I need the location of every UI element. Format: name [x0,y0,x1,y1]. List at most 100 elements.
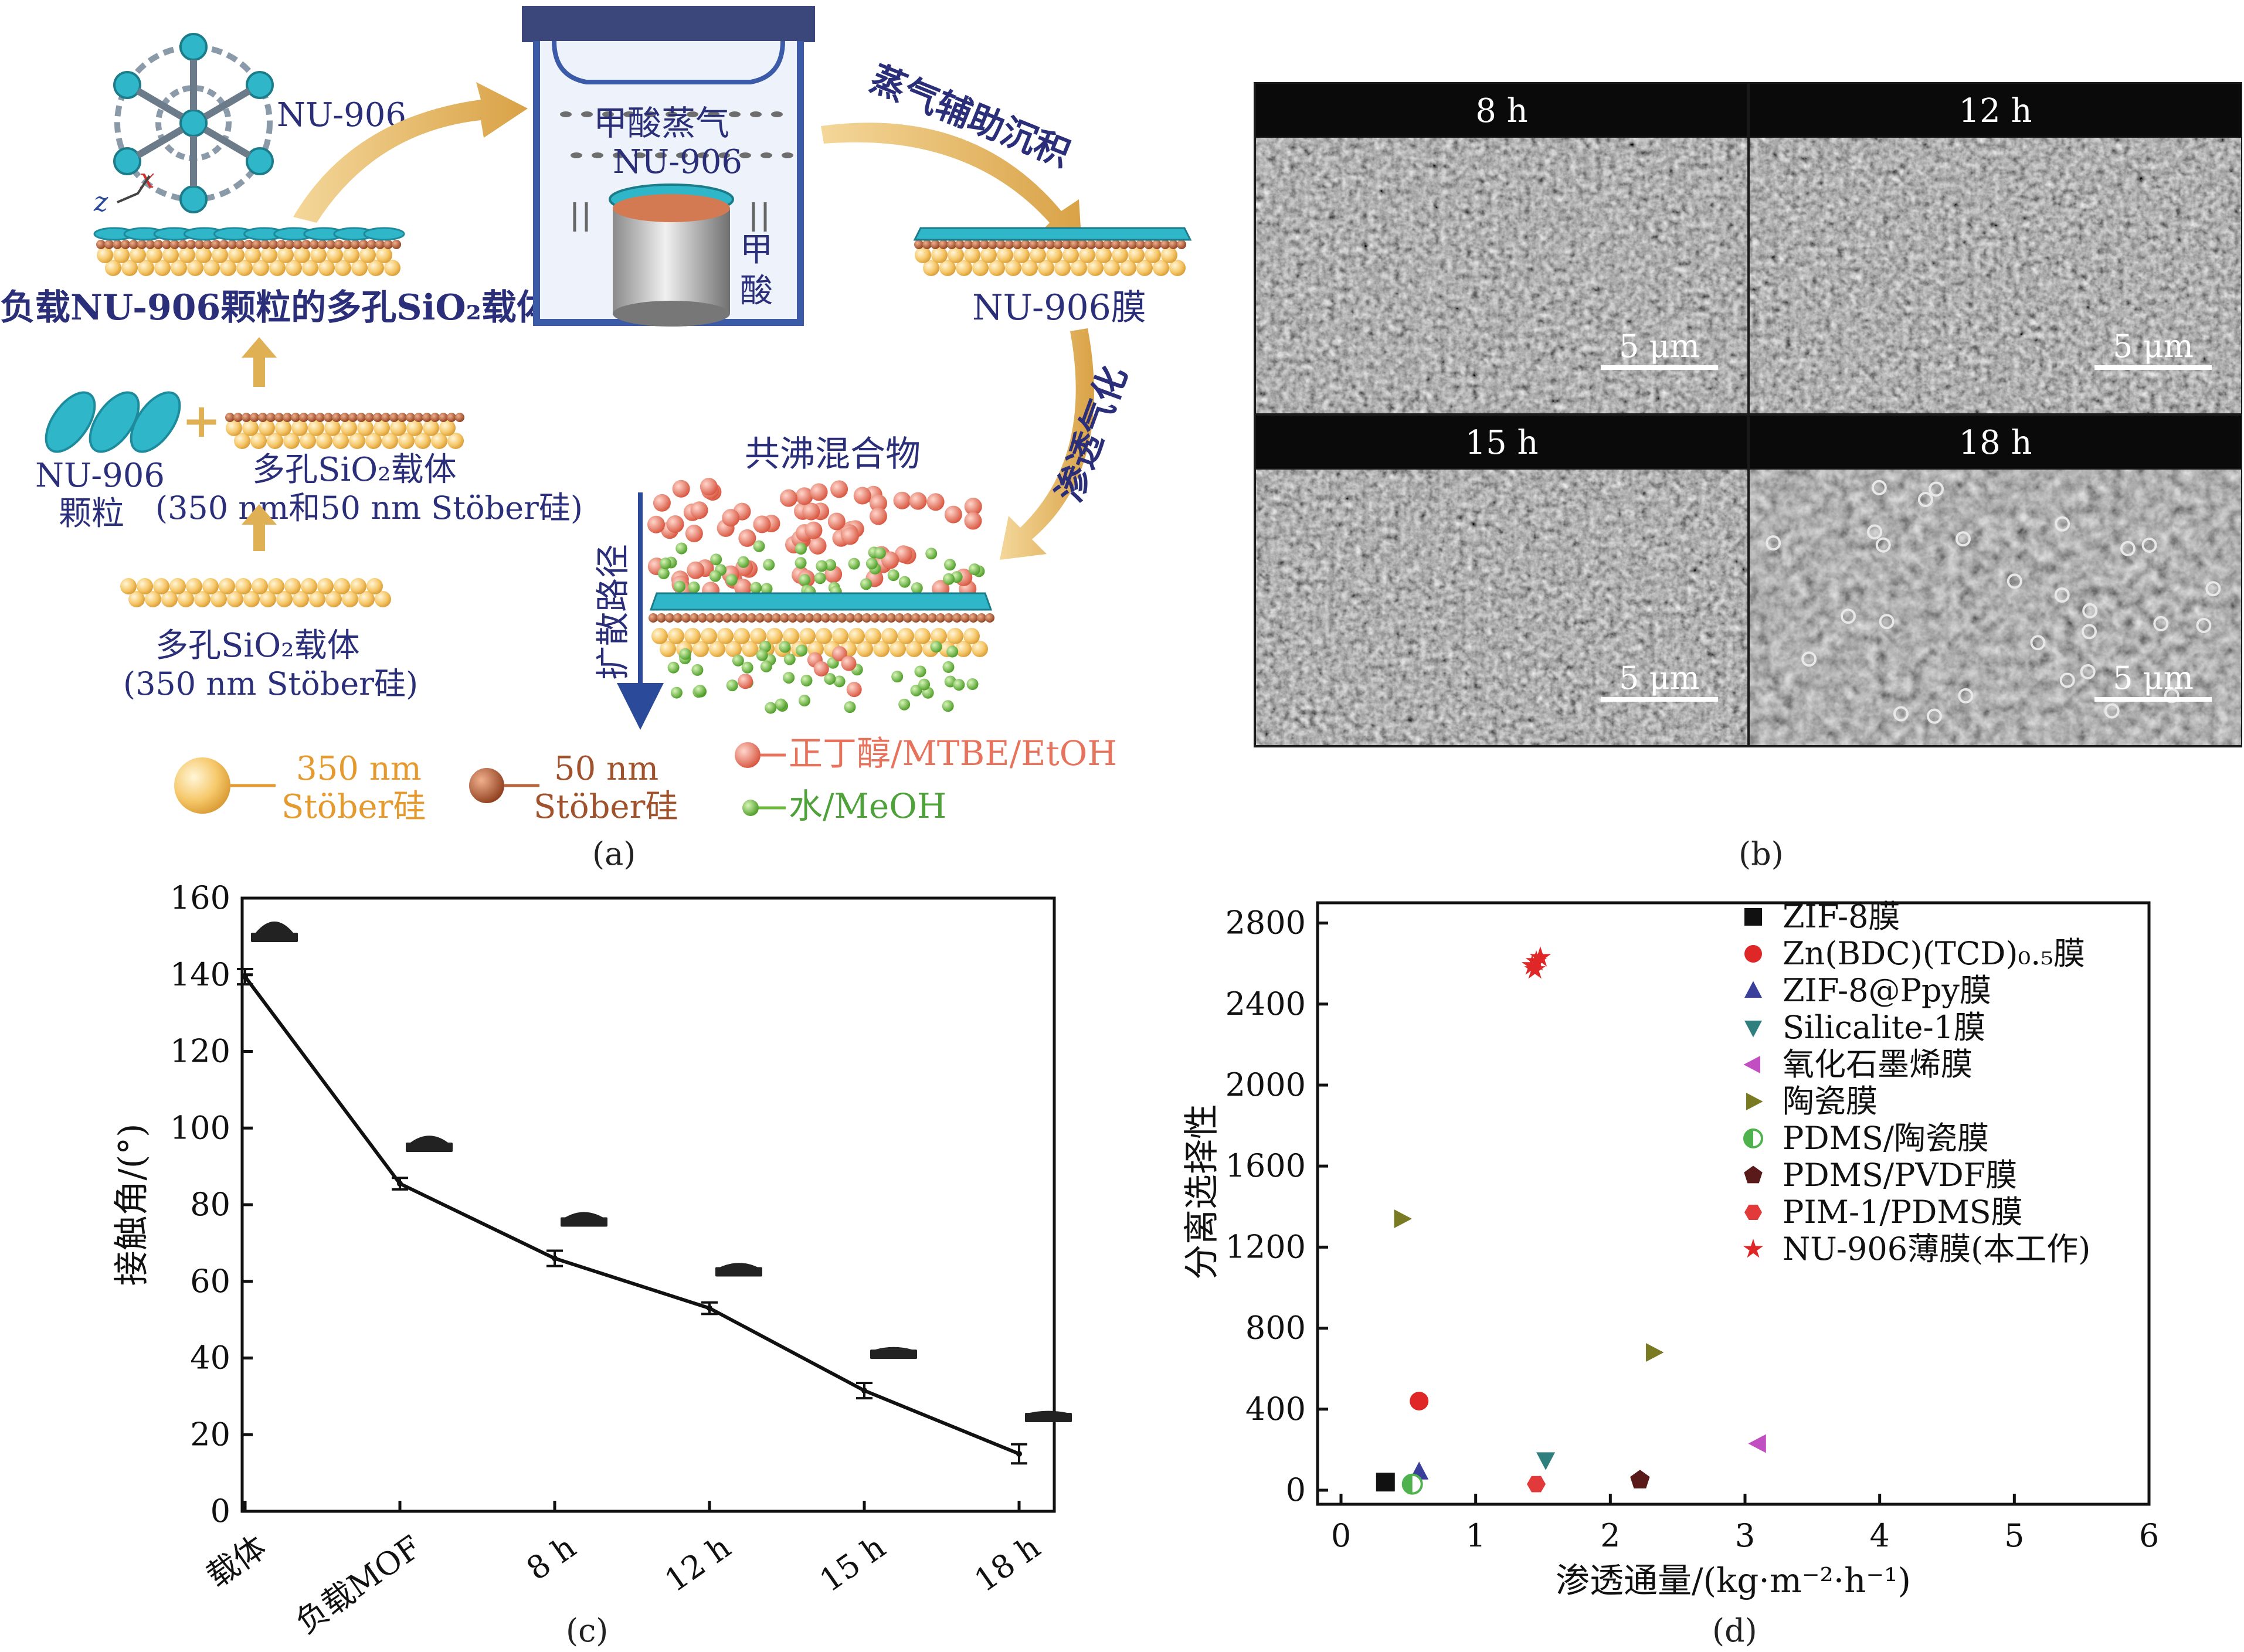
sem-particle [2141,537,2157,553]
panel-a-caption: (a) [592,835,636,872]
data-point [1394,1209,1412,1229]
panel-b-caption: (b) [1739,835,1784,872]
legend-small-silica-2: Stöber硅 [534,788,678,826]
legend-label: ZIF-8膜 [1783,898,1900,935]
x-axis-label: 渗透通量/(kg·m⁻²·h⁻¹) [1556,1561,1911,1600]
legend-marker [1746,1093,1763,1110]
sem-title-bar [1256,416,1747,468]
sem-tile: 8 h 5 μm [1256,84,1747,413]
droplet-substrate [251,933,298,943]
data-point [1376,1473,1395,1492]
data-point [1016,1450,1022,1457]
y-tick-label: 140 [170,956,230,993]
sem-particle [2080,664,2096,679]
legend-marker [1744,1165,1763,1184]
porous-support-label-2: (350 nm和50 nm Stöber硅) [155,490,583,526]
legend-marker [1744,908,1762,926]
sem-particle [2082,603,2098,618]
y-tick-label: 400 [1245,1391,1306,1427]
porous-support-label-1: 多孔SiO₂载体 [252,451,457,489]
legend-large-silica-1: 350 nm [296,750,422,788]
sem-texture [1256,138,1747,413]
x-tick-label: 5 [2004,1517,2024,1554]
data-point [552,1255,558,1262]
panel-a-legend: 350 nm Stöber硅 50 nm Stöber硅 正丁醇/MTBE/Et… [174,733,1117,826]
scale-bar [2094,365,2212,370]
y-axis-label: 分离选择性 [1182,1104,1223,1280]
sem-particle [1875,537,1891,553]
base-support-label-2: (350 nm Stöber硅) [123,665,418,702]
data-point [1630,1470,1650,1488]
sem-tile: 12 h 5 μm [1750,84,2241,413]
y-tick-label: 120 [170,1033,230,1070]
y-tick-label: 2800 [1225,905,1306,941]
scale-bar [2094,697,2212,702]
sem-tile: 15 h 5 μm [1256,416,1747,745]
x-tick-label: 6 [2139,1517,2159,1554]
arrow-pervaporation [1000,328,1094,560]
x-tick-label: 12 h [658,1528,737,1599]
sem-particle [1929,481,1944,497]
legend-marker [1743,1239,1764,1258]
up-arrows [242,337,277,551]
panel-d-selectivity-flux-chart: 0 400 800 1200 1600 2000 2400 2800 0 1 2 3 4 5 6 渗透通量/(… [1182,898,2159,1649]
x-tick-label: 3 [1735,1517,1755,1554]
legend-label: ZIF-8@Ppy膜 [1783,972,1991,1009]
plus-sign: + [182,393,221,448]
droplet-icon [875,1347,912,1350]
sem-texture [1750,138,2241,413]
loaded-support-slab [93,227,405,276]
legend-label: PDMS/陶瓷膜 [1783,1120,1989,1157]
sem-particle [2054,587,2070,603]
reaction-vessel: 甲酸蒸气 NU-906 甲 酸 [522,6,815,327]
droplet-icon [565,1212,603,1218]
dual-silica-support-slab [225,413,464,449]
scale-bar-label: 5 μm [2113,328,2194,365]
data-point [242,974,248,980]
x-tick-label: 2 [1600,1517,1620,1554]
x-tick-label: 载体 [200,1528,273,1595]
data-point [1401,1473,1423,1495]
sem-particle [1926,708,1942,724]
legend-water: 水/MeOH [789,786,946,826]
legend-marker [1743,1056,1760,1073]
vessel-vapor-label: 甲酸蒸气 [593,103,729,143]
droplet-substrate [715,1267,762,1277]
y-tick-label: 2000 [1225,1066,1306,1103]
nu906-particles [45,391,181,453]
panel-a-schematic: NU-906 z x 负载NU-906颗粒的多孔SiO₂载体 甲酸蒸气 NU-9… [0,6,1192,872]
sem-particle [1801,651,1817,667]
nu906-label: NU-906 [277,96,406,134]
sem-particle [2030,635,2046,651]
sem-particle [1840,609,1856,624]
y-tick-label: 100 [170,1109,230,1146]
data-point [1410,1391,1429,1410]
data-point [1527,1476,1546,1493]
azeotrope-membrane [647,478,994,714]
sem-texture [1256,470,1747,745]
sem-particle [1766,535,1781,551]
sem-particle [2153,616,2169,631]
sem-particle [1871,480,1887,495]
y-tick-label: 800 [1245,1310,1306,1347]
sem-particle [2120,541,2136,556]
y-tick-label: 20 [190,1416,230,1453]
data-point [1529,946,1552,967]
membrane-label: NU-906膜 [972,287,1146,328]
particles-label-2: 颗粒 [59,495,124,533]
azeotrope-label: 共沸混合物 [745,434,921,475]
base-silica-support-slab [120,578,391,607]
sem-time-label: 8 h [1475,92,1528,130]
legend-marker [1743,1128,1763,1148]
panel-b-sem-images: 8 h 5 μm 12 h 5 μm 15 h 5 μm 18 h 5 μm (b) [1254,82,2242,872]
sem-title-bar [1256,84,1747,137]
contact-angle-line [243,975,1020,1456]
data-point [1646,1343,1664,1362]
y-tick-label: 1200 [1225,1228,1306,1265]
y-tick-label: 0 [1286,1471,1306,1508]
legend-marker [1744,1205,1762,1220]
diffusion-path-label: 扩散路径 [593,544,633,680]
sem-time-label: 18 h [1958,424,2032,462]
legend-label: Zn(BDC)(TCD)₀.₅膜 [1783,935,2085,972]
